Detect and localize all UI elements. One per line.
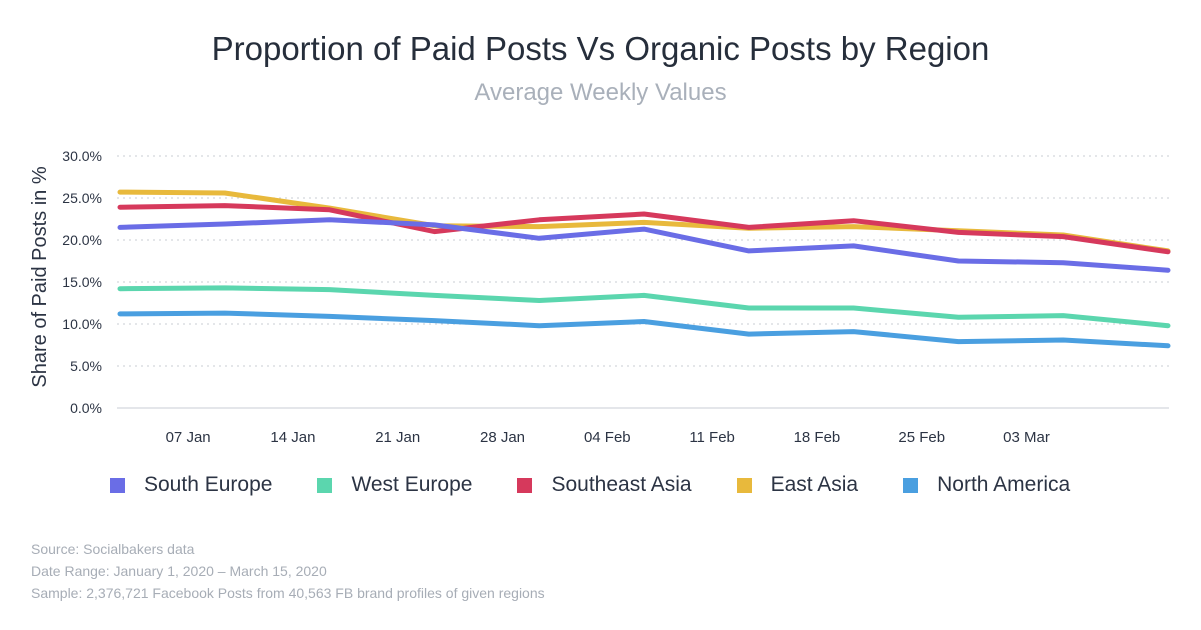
series-line-west-europe — [117, 285, 1171, 329]
x-tick-label: 07 Jan — [166, 429, 211, 446]
series-line-south-europe — [117, 217, 1171, 273]
chart-subtitle: Average Weekly Values — [474, 79, 727, 106]
series-lines — [117, 189, 1171, 349]
chart-title: Proportion of Paid Posts Vs Organic Post… — [211, 30, 990, 67]
legend-swatch — [517, 477, 533, 493]
legend-item[interactable]: Southeast Asia — [517, 473, 692, 497]
footer-sample: Sample: 2,376,721 Facebook Posts from 40… — [31, 585, 545, 601]
legend-label: East Asia — [770, 473, 859, 496]
legend-label: North America — [937, 473, 1071, 496]
legend-item[interactable]: East Asia — [736, 473, 859, 497]
legend: South Europe West Europe Southeast Asia Eas… — [110, 473, 1115, 497]
x-axis-ticks: 07 Jan 14 Jan 21 Jan 28 Jan 04 Feb 11 Feb 18 F… — [166, 429, 1050, 446]
legend-item[interactable]: South Europe — [110, 473, 272, 497]
legend-item[interactable]: North America — [903, 473, 1070, 497]
y-tick-label: 25.0% — [62, 190, 102, 206]
x-tick-label: 14 Jan — [270, 429, 315, 446]
legend-label: West Europe — [351, 473, 473, 496]
x-tick-label: 18 Feb — [794, 429, 841, 446]
x-tick-label: 03 Mar — [1003, 429, 1050, 446]
series-line-north-america — [117, 310, 1171, 349]
footer-notes: Source: Socialbakers data Date Range: Ja… — [31, 538, 545, 604]
x-tick-label: 04 Feb — [584, 429, 631, 446]
grid-lines — [117, 155, 1169, 367]
y-tick-label: 0.0% — [70, 400, 102, 416]
legend-label: Southeast Asia — [551, 473, 692, 496]
y-tick-label: 15.0% — [62, 274, 102, 290]
y-tick-label: 10.0% — [62, 316, 102, 332]
legend-label: South Europe — [144, 473, 273, 496]
legend-swatch — [317, 477, 333, 493]
x-tick-label: 25 Feb — [898, 429, 945, 446]
x-tick-label: 28 Jan — [480, 429, 525, 446]
y-axis-label: Share of Paid Posts in % — [29, 166, 51, 387]
y-tick-label: 20.0% — [62, 232, 102, 248]
legend-item[interactable]: West Europe — [317, 473, 472, 497]
x-tick-label: 11 Feb — [689, 429, 735, 446]
y-tick-label: 5.0% — [70, 358, 102, 374]
legend-swatch — [736, 477, 752, 493]
series-line-southeast-asia — [117, 203, 1171, 255]
legend-swatch — [903, 477, 919, 493]
y-tick-label: 30.0% — [62, 148, 102, 164]
legend-swatch — [110, 477, 125, 493]
footer-source: Source: Socialbakers data — [31, 541, 195, 557]
x-tick-label: 21 Jan — [375, 429, 420, 446]
y-axis-ticks: 0.0% 5.0% 10.0% 15.0% 20.0% 25.0% 30.0% — [62, 148, 102, 416]
footer-date-range: Date Range: January 1, 2020 – March 15, … — [31, 563, 327, 579]
